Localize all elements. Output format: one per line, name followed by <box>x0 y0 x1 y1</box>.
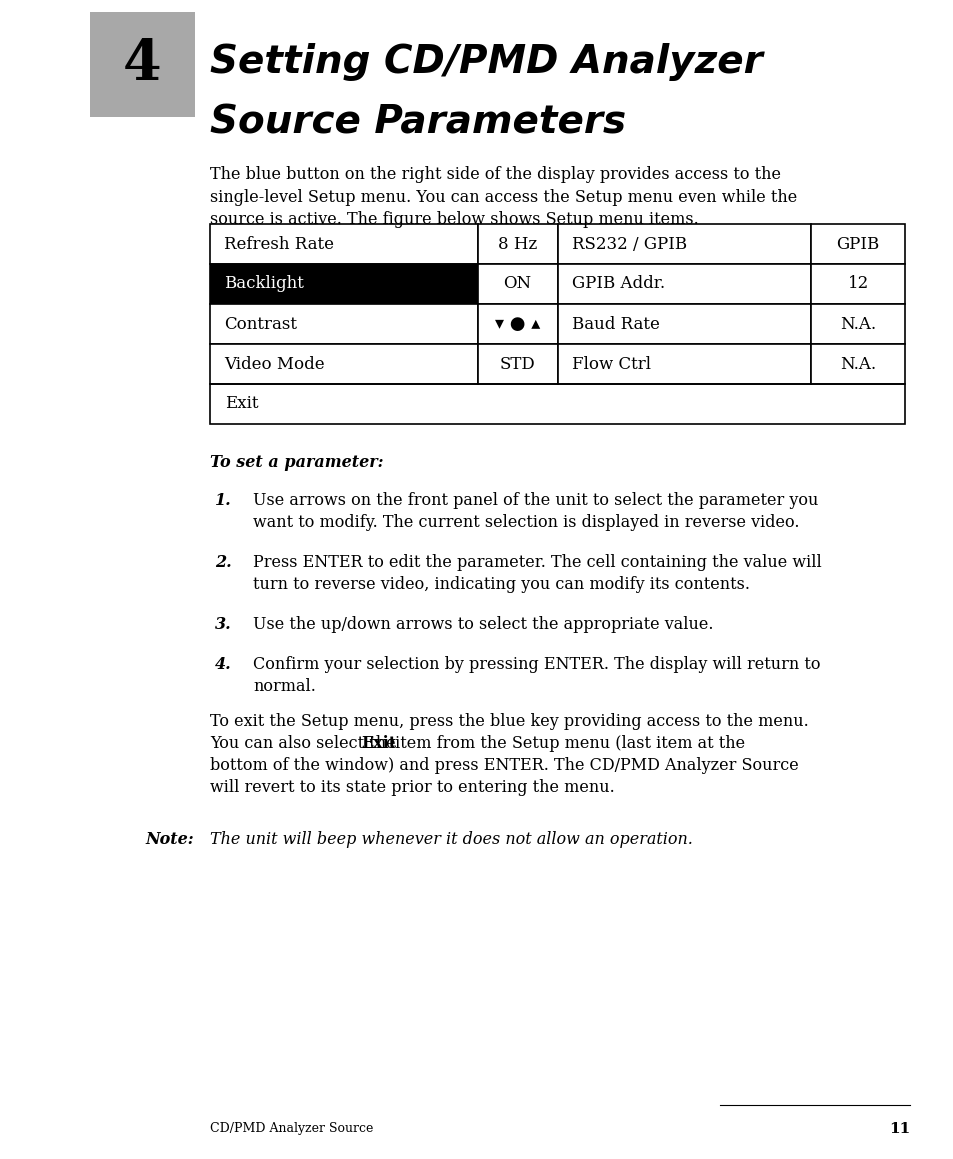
Text: bottom of the window) and press ENTER. The CD/PMD Analyzer Source: bottom of the window) and press ENTER. T… <box>210 757 798 774</box>
Text: GPIB: GPIB <box>836 235 879 253</box>
Text: GPIB Addr.: GPIB Addr. <box>571 276 664 292</box>
Text: The blue button on the right side of the display provides access to the: The blue button on the right side of the… <box>210 166 781 183</box>
Text: Contrast: Contrast <box>224 315 296 333</box>
Text: 12: 12 <box>846 276 868 292</box>
Bar <box>810 344 904 384</box>
Bar <box>810 304 904 344</box>
Text: Backlight: Backlight <box>224 276 304 292</box>
Bar <box>477 344 557 384</box>
Text: To exit the Setup menu, press the blue key providing access to the menu.: To exit the Setup menu, press the blue k… <box>210 713 808 730</box>
Bar <box>477 264 557 304</box>
Bar <box>557 224 810 264</box>
Bar <box>210 384 904 424</box>
Bar <box>557 264 810 304</box>
Bar <box>810 224 904 264</box>
Text: 11: 11 <box>888 1122 909 1136</box>
Text: Exit: Exit <box>361 735 395 752</box>
Text: Video Mode: Video Mode <box>224 356 324 372</box>
Bar <box>557 344 810 384</box>
Bar <box>210 224 477 264</box>
Text: Press ENTER to edit the parameter. The cell containing the value will: Press ENTER to edit the parameter. The c… <box>253 554 821 571</box>
Bar <box>210 264 477 304</box>
Text: 2.: 2. <box>214 554 232 571</box>
Text: will revert to its state prior to entering the menu.: will revert to its state prior to enteri… <box>210 779 614 796</box>
Text: source is active. The figure below shows Setup menu items.: source is active. The figure below shows… <box>210 211 698 228</box>
Bar <box>477 224 557 264</box>
Text: 1.: 1. <box>214 493 232 509</box>
Text: Use the up/down arrows to select the appropriate value.: Use the up/down arrows to select the app… <box>253 615 713 633</box>
Text: 8 Hz: 8 Hz <box>497 235 537 253</box>
Bar <box>477 304 557 344</box>
Text: RS232 / GPIB: RS232 / GPIB <box>571 235 686 253</box>
Text: Exit: Exit <box>225 395 258 413</box>
Text: ▾ ● ▴: ▾ ● ▴ <box>495 315 539 333</box>
Bar <box>557 304 810 344</box>
Text: CD/PMD Analyzer Source: CD/PMD Analyzer Source <box>210 1122 373 1135</box>
Text: 4: 4 <box>123 37 162 92</box>
Text: Setting CD/PMD Analyzer: Setting CD/PMD Analyzer <box>210 43 762 81</box>
Text: Note:: Note: <box>145 831 193 848</box>
Bar <box>90 12 194 117</box>
Text: STD: STD <box>499 356 535 372</box>
Bar <box>210 304 477 344</box>
Text: single-level Setup menu. You can access the Setup menu even while the: single-level Setup menu. You can access … <box>210 189 797 205</box>
Text: turn to reverse video, indicating you can modify its contents.: turn to reverse video, indicating you ca… <box>253 576 749 593</box>
Text: Flow Ctrl: Flow Ctrl <box>571 356 650 372</box>
Text: item from the Setup menu (last item at the: item from the Setup menu (last item at t… <box>390 735 744 752</box>
Text: Confirm your selection by pressing ENTER. The display will return to: Confirm your selection by pressing ENTER… <box>253 656 820 673</box>
Text: ON: ON <box>503 276 531 292</box>
Text: The unit will beep whenever it does not allow an operation.: The unit will beep whenever it does not … <box>210 831 692 848</box>
Text: 3.: 3. <box>214 615 232 633</box>
Text: N.A.: N.A. <box>840 356 875 372</box>
Bar <box>210 344 477 384</box>
Text: Source Parameters: Source Parameters <box>210 104 625 143</box>
Text: 4.: 4. <box>214 656 232 673</box>
Text: N.A.: N.A. <box>840 315 875 333</box>
Text: want to modify. The current selection is displayed in reverse video.: want to modify. The current selection is… <box>253 513 799 531</box>
Text: Baud Rate: Baud Rate <box>571 315 659 333</box>
Text: Refresh Rate: Refresh Rate <box>224 235 334 253</box>
Text: Use arrows on the front panel of the unit to select the parameter you: Use arrows on the front panel of the uni… <box>253 493 818 509</box>
Text: To set a parameter:: To set a parameter: <box>210 454 383 471</box>
Text: normal.: normal. <box>253 678 315 695</box>
Text: You can also select the: You can also select the <box>210 735 400 752</box>
Bar <box>810 264 904 304</box>
